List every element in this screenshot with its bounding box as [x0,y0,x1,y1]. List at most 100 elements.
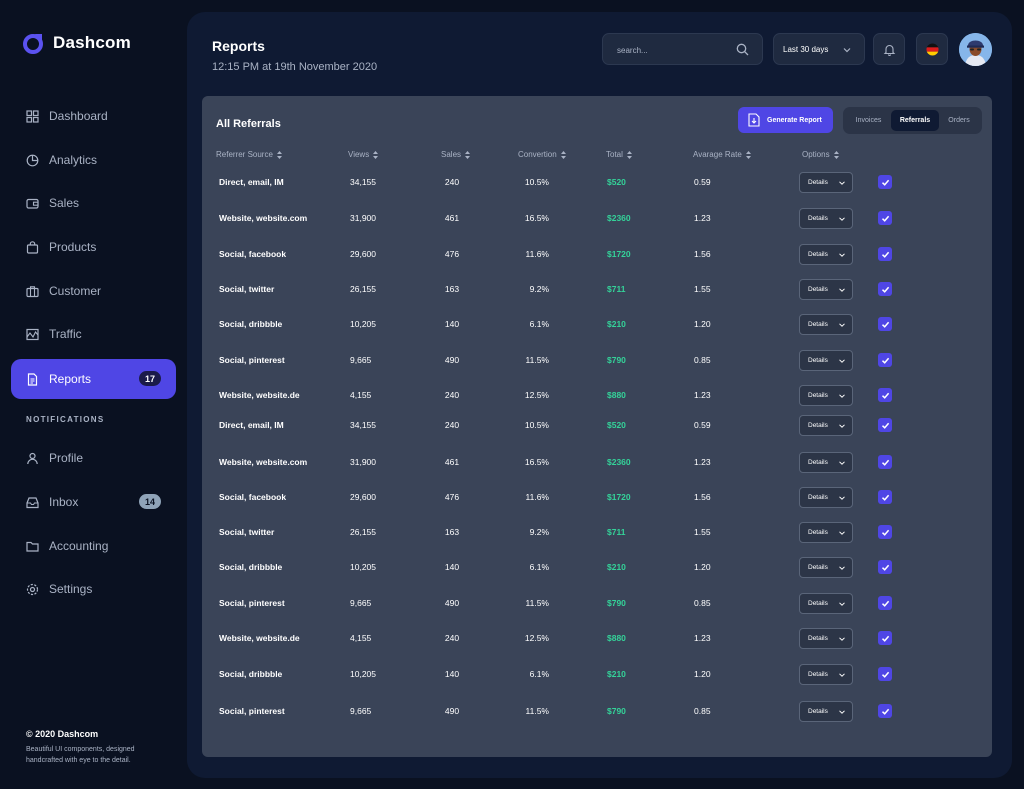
row-checkbox[interactable] [878,418,892,432]
sidebar-item-label: Accounting [49,539,109,553]
conversion-cell: 6.1% [529,319,549,329]
row-checkbox[interactable] [878,631,892,645]
views-cell: 9,665 [350,598,372,608]
conversion-cell: 12.5% [524,633,549,643]
notifications-button[interactable] [873,33,905,65]
details-dropdown[interactable]: Details [799,208,853,229]
bag-icon [26,240,39,254]
sidebar-item-traffic[interactable]: Traffic [11,314,176,354]
referrer-source-cell: Website, website.com [219,213,308,223]
search-input[interactable] [617,42,727,58]
sidebar-item-inbox[interactable]: Inbox 14 [11,482,176,522]
details-dropdown[interactable]: Details [799,664,853,685]
average-rate-cell: 1.20 [694,319,711,329]
total-cell: $210 [607,319,626,329]
chevron-down-icon [839,496,845,500]
row-checkbox[interactable] [878,455,892,469]
sidebar-item-products[interactable]: Products [11,227,176,267]
table-row: Website, website.com 31,900 461 16.5% $2360 1… [202,203,992,233]
column-header-conversion[interactable]: Convertion [518,150,566,159]
tab-referrals[interactable]: Referrals [891,110,939,131]
details-dropdown[interactable]: Details [799,522,853,543]
details-dropdown[interactable]: Details [799,593,853,614]
column-header-referrer-source[interactable]: Referrer Source [216,150,282,159]
views-cell: 29,600 [350,249,376,259]
conversion-cell: 16.5% [524,213,549,223]
sort-icon [626,150,632,159]
column-header-average-rate[interactable]: Avarage Rate [693,150,751,159]
details-dropdown[interactable]: Details [799,415,853,436]
check-icon [881,563,890,572]
views-cell: 26,155 [350,284,376,294]
sort-icon [560,150,566,159]
sidebar-item-accounting[interactable]: Accounting [11,526,176,566]
row-checkbox[interactable] [878,560,892,574]
sidebar-item-sales[interactable]: Sales [11,183,176,223]
row-checkbox[interactable] [878,667,892,681]
sales-cell: 140 [444,319,460,329]
details-dropdown[interactable]: Details [799,701,853,722]
row-checkbox[interactable] [878,388,892,402]
sidebar-item-customer[interactable]: Customer [11,271,176,311]
sort-icon [373,150,379,159]
search-icon[interactable] [736,43,749,56]
referrer-source-cell: Social, twitter [219,284,275,294]
row-checkbox[interactable] [878,211,892,225]
page-title: Reports [212,38,265,54]
row-checkbox[interactable] [878,490,892,504]
row-checkbox[interactable] [878,175,892,189]
germany-flag-icon [925,42,939,56]
details-dropdown[interactable]: Details [799,172,853,193]
sidebar-item-label: Analytics [49,153,98,167]
conversion-cell: 11.5% [525,706,549,716]
row-checkbox[interactable] [878,317,892,331]
tab-invoices[interactable]: Invoices [855,117,882,124]
average-rate-cell: 1.23 [694,457,711,467]
avatar[interactable] [959,33,992,66]
user-avatar-icon [959,33,992,66]
brand[interactable]: Dashcom [22,32,131,54]
sidebar-item-reports[interactable]: Reports 17 [11,359,176,399]
row-checkbox[interactable] [878,596,892,610]
details-label: Details [808,600,828,607]
row-checkbox[interactable] [878,353,892,367]
details-dropdown[interactable]: Details [799,350,853,371]
details-dropdown[interactable]: Details [799,628,853,649]
chevron-down-icon [839,323,845,327]
details-dropdown[interactable]: Details [799,557,853,578]
referrer-source-cell: Website, website.de [219,390,300,400]
total-cell: $210 [607,669,626,679]
language-button[interactable] [916,33,948,65]
column-header-options[interactable]: Options [802,150,839,159]
details-dropdown[interactable]: Details [799,385,853,406]
average-rate-cell: 0.59 [694,420,711,430]
views-cell: 10,205 [350,669,376,679]
column-header-total[interactable]: Total [606,150,632,159]
generate-report-button[interactable]: Generate Report [738,107,833,133]
row-checkbox[interactable] [878,704,892,718]
row-checkbox[interactable] [878,247,892,261]
conversion-cell: 11.6% [525,249,549,259]
table-row: Website, website.de 4,155 240 12.5% $880 1.23… [202,623,992,653]
row-checkbox[interactable] [878,282,892,296]
sidebar-item-settings[interactable]: Settings [11,569,176,609]
sidebar-item-analytics[interactable]: Analytics [11,140,176,180]
column-header-sales[interactable]: Sales [441,150,471,159]
details-dropdown[interactable]: Details [799,487,853,508]
details-dropdown[interactable]: Details [799,452,853,473]
tab-orders[interactable]: Orders [948,117,970,124]
date-range-select[interactable]: Last 30 days [773,33,865,65]
conversion-cell: 12.5% [524,390,549,400]
sidebar-item-profile[interactable]: Profile [11,438,176,478]
chevron-down-icon [839,217,845,221]
total-cell: $1720 [607,492,631,502]
details-dropdown[interactable]: Details [799,314,853,335]
footer-description: Beautiful UI components, designed handcr… [26,746,135,764]
details-label: Details [808,635,828,642]
details-dropdown[interactable]: Details [799,279,853,300]
sidebar-item-dashboard[interactable]: Dashboard [11,96,176,136]
sales-cell: 240 [444,177,460,187]
column-header-views[interactable]: Views [348,150,379,159]
row-checkbox[interactable] [878,525,892,539]
details-dropdown[interactable]: Details [799,244,853,265]
